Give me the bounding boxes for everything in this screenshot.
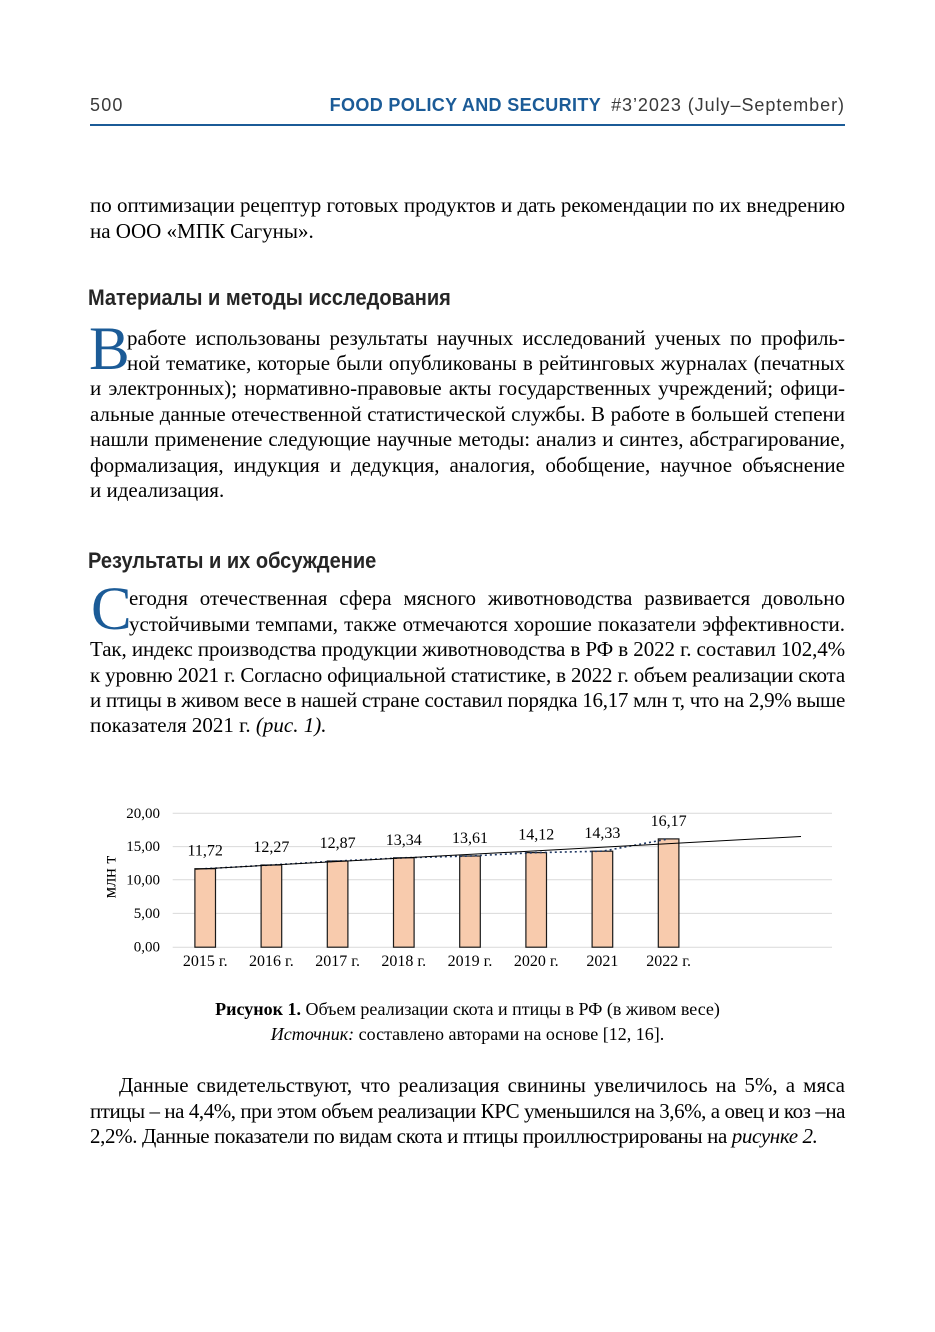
- svg-text:10,00: 10,00: [126, 872, 160, 888]
- svg-text:2021: 2021: [586, 953, 618, 970]
- svg-text:2020 г.: 2020 г.: [514, 953, 559, 970]
- svg-text:2022 г.: 2022 г.: [646, 953, 691, 970]
- svg-text:12,87: 12,87: [320, 835, 356, 852]
- svg-text:2019 г.: 2019 г.: [448, 953, 493, 970]
- svg-text:0,00: 0,00: [134, 940, 160, 956]
- svg-text:5,00: 5,00: [134, 906, 160, 922]
- svg-text:11,72: 11,72: [187, 843, 222, 860]
- svg-text:2018 г.: 2018 г.: [381, 953, 426, 970]
- svg-text:13,61: 13,61: [452, 830, 488, 847]
- svg-text:12,27: 12,27: [253, 839, 289, 856]
- svg-text:14,33: 14,33: [584, 825, 620, 842]
- svg-text:2017 г.: 2017 г.: [315, 953, 360, 970]
- svg-text:13,34: 13,34: [386, 832, 422, 849]
- svg-text:2015 г.: 2015 г.: [183, 953, 228, 970]
- svg-text:14,12: 14,12: [518, 827, 554, 844]
- svg-text:20,00: 20,00: [126, 806, 160, 822]
- svg-text:15,00: 15,00: [126, 839, 160, 855]
- svg-text:16,17: 16,17: [651, 813, 687, 830]
- svg-text:млн т: млн т: [100, 856, 120, 899]
- svg-text:2016 г.: 2016 г.: [249, 953, 294, 970]
